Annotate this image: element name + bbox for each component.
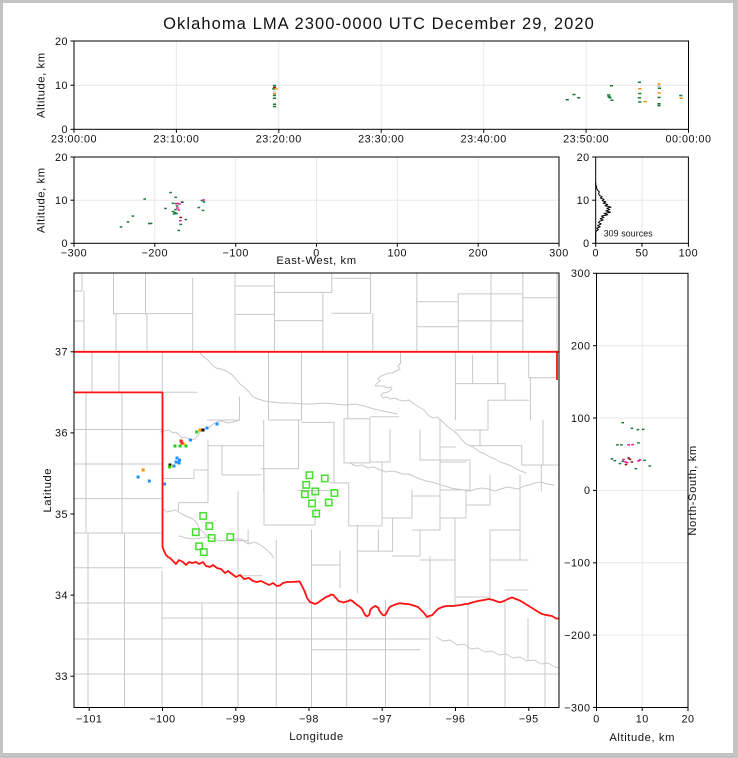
svg-text:20: 20 <box>681 714 694 726</box>
svg-text:20: 20 <box>55 36 68 48</box>
svg-text:−97: −97 <box>372 714 392 726</box>
svg-text:−98: −98 <box>299 714 319 726</box>
svg-text:−200: −200 <box>564 630 590 642</box>
svg-text:−300: −300 <box>61 248 87 260</box>
svg-text:−96: −96 <box>446 714 466 726</box>
svg-text:0: 0 <box>592 248 599 260</box>
svg-text:10: 10 <box>577 195 590 207</box>
svg-text:23:10:00: 23:10:00 <box>153 134 199 146</box>
svg-text:20: 20 <box>55 152 68 164</box>
svg-text:300: 300 <box>571 268 591 280</box>
svg-text:200: 200 <box>571 341 591 353</box>
svg-text:−100: −100 <box>564 558 590 570</box>
svg-text:North-South, km: North-South, km <box>687 445 699 535</box>
svg-text:Longitude: Longitude <box>289 731 344 743</box>
svg-text:00:00:00: 00:00:00 <box>665 134 711 146</box>
svg-text:20: 20 <box>577 152 590 164</box>
svg-text:10: 10 <box>55 80 68 92</box>
svg-text:23:00:00: 23:00:00 <box>51 134 97 146</box>
svg-text:23:50:00: 23:50:00 <box>563 134 609 146</box>
svg-text:Altitude, km: Altitude, km <box>609 732 675 744</box>
svg-text:34: 34 <box>55 590 68 602</box>
svg-text:Altitude, km: Altitude, km <box>36 167 48 233</box>
svg-text:309 sources: 309 sources <box>604 229 654 239</box>
svg-text:23:30:00: 23:30:00 <box>358 134 404 146</box>
svg-text:37: 37 <box>55 347 68 359</box>
svg-text:33: 33 <box>55 671 68 683</box>
svg-text:23:20:00: 23:20:00 <box>256 134 302 146</box>
svg-text:200: 200 <box>468 248 488 260</box>
svg-text:Oklahoma LMA 2300-0000 UTC Dec: Oklahoma LMA 2300-0000 UTC December 29, … <box>163 15 595 33</box>
svg-text:−200: −200 <box>142 248 168 260</box>
svg-text:−101: −101 <box>76 714 102 726</box>
svg-text:0: 0 <box>313 248 320 260</box>
svg-text:50: 50 <box>635 248 648 260</box>
svg-text:−300: −300 <box>564 702 590 714</box>
svg-text:23:40:00: 23:40:00 <box>461 134 507 146</box>
svg-text:100: 100 <box>571 413 591 425</box>
svg-text:−100: −100 <box>223 248 249 260</box>
svg-text:0: 0 <box>61 124 68 136</box>
svg-text:0: 0 <box>584 485 591 497</box>
svg-text:10: 10 <box>636 714 649 726</box>
svg-text:0: 0 <box>593 714 600 726</box>
svg-text:300: 300 <box>549 248 569 260</box>
svg-text:10: 10 <box>55 195 68 207</box>
svg-text:35: 35 <box>55 509 68 521</box>
svg-text:Latitude: Latitude <box>42 468 54 513</box>
svg-text:−100: −100 <box>149 714 175 726</box>
svg-text:Altitude, km: Altitude, km <box>36 52 48 118</box>
svg-text:East-West, km: East-West, km <box>276 255 356 267</box>
svg-text:0: 0 <box>61 238 68 250</box>
svg-text:0: 0 <box>583 238 590 250</box>
svg-text:−95: −95 <box>519 714 539 726</box>
svg-text:−99: −99 <box>226 714 246 726</box>
svg-text:100: 100 <box>679 248 699 260</box>
svg-text:36: 36 <box>55 428 68 440</box>
svg-text:100: 100 <box>388 248 408 260</box>
